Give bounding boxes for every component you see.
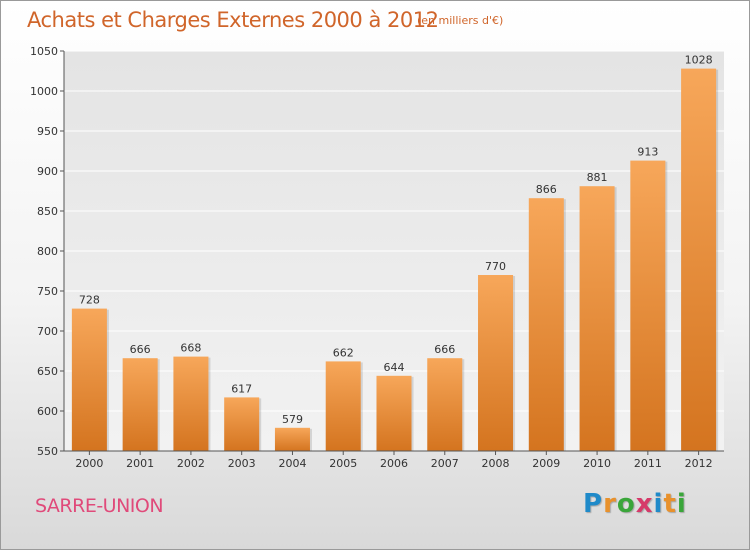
bar-value-label: 666 xyxy=(130,343,151,356)
x-tick-label: 2005 xyxy=(329,457,357,470)
bar xyxy=(376,375,412,451)
bar-value-label: 644 xyxy=(384,361,405,374)
proxiti-logo[interactable]: Proxiti xyxy=(583,489,687,519)
logo-letter: i xyxy=(676,489,687,519)
logo-letter: r xyxy=(603,489,617,519)
y-tick-label: 700 xyxy=(37,325,58,338)
logo-letter: x xyxy=(635,489,654,519)
bar xyxy=(122,358,158,451)
x-tick-label: 2009 xyxy=(532,457,560,470)
bar-value-label: 579 xyxy=(282,413,303,426)
bar xyxy=(427,358,463,451)
bars: 728 666 668 617 579 662 644 666 770 866 881 913 1028 xyxy=(71,54,719,451)
x-tick-label: 2010 xyxy=(583,457,611,470)
bar-value-label: 662 xyxy=(333,346,354,359)
bar xyxy=(173,356,209,451)
x-tick-label: 2001 xyxy=(126,457,154,470)
bar xyxy=(528,198,564,451)
logo-letter: o xyxy=(616,489,636,519)
x-tick-label: 2004 xyxy=(278,457,306,470)
logo-letter: i xyxy=(653,489,664,519)
x-tick-label: 2003 xyxy=(228,457,256,470)
bar-value-label: 881 xyxy=(587,171,608,184)
y-tick-label: 1000 xyxy=(30,85,58,98)
bar xyxy=(71,308,107,451)
bar-value-label: 1028 xyxy=(685,54,713,67)
y-tick-label: 1050 xyxy=(30,45,58,58)
bar-value-label: 913 xyxy=(637,146,658,159)
x-tick-label: 2002 xyxy=(177,457,205,470)
bar-value-label: 866 xyxy=(536,183,557,196)
x-tick-label: 2007 xyxy=(431,457,459,470)
bar-value-label: 668 xyxy=(180,342,201,355)
x-axis: 2000 2001 2002 2003 2004 2005 2006 2007 2008 2009… xyxy=(64,450,724,470)
chart-subtitle: (en milliers d'€) xyxy=(417,14,504,27)
y-tick-label: 750 xyxy=(37,285,58,298)
bar xyxy=(274,427,310,451)
x-tick-label: 2011 xyxy=(634,457,662,470)
bar-value-label: 770 xyxy=(485,260,506,273)
bar xyxy=(478,275,514,451)
logo-letter: P xyxy=(583,489,604,519)
bar xyxy=(681,68,717,451)
x-tick-label: 2006 xyxy=(380,457,408,470)
city-name: SARRE-UNION xyxy=(35,495,164,517)
y-axis: 550 600 650 700 750 800 850 900 950 1000 1050 xyxy=(30,45,65,458)
bar-value-label: 617 xyxy=(231,382,252,395)
y-tick-label: 950 xyxy=(37,125,58,138)
x-tick-label: 2012 xyxy=(685,457,713,470)
bar xyxy=(579,186,615,451)
y-tick-label: 800 xyxy=(37,245,58,258)
chart-title: Achats et Charges Externes 2000 à 2012 xyxy=(27,8,439,32)
bar xyxy=(224,397,260,451)
y-tick-label: 850 xyxy=(37,205,58,218)
bar xyxy=(325,361,361,451)
y-tick-label: 600 xyxy=(37,405,58,418)
x-tick-label: 2008 xyxy=(482,457,510,470)
logo-letter: t xyxy=(663,489,677,519)
y-tick-label: 650 xyxy=(37,365,58,378)
y-tick-label: 550 xyxy=(37,445,58,458)
bar-value-label: 666 xyxy=(434,343,455,356)
bar-value-label: 728 xyxy=(79,294,100,307)
y-tick-label: 900 xyxy=(37,165,58,178)
x-tick-label: 2000 xyxy=(75,457,103,470)
bar xyxy=(630,160,666,451)
